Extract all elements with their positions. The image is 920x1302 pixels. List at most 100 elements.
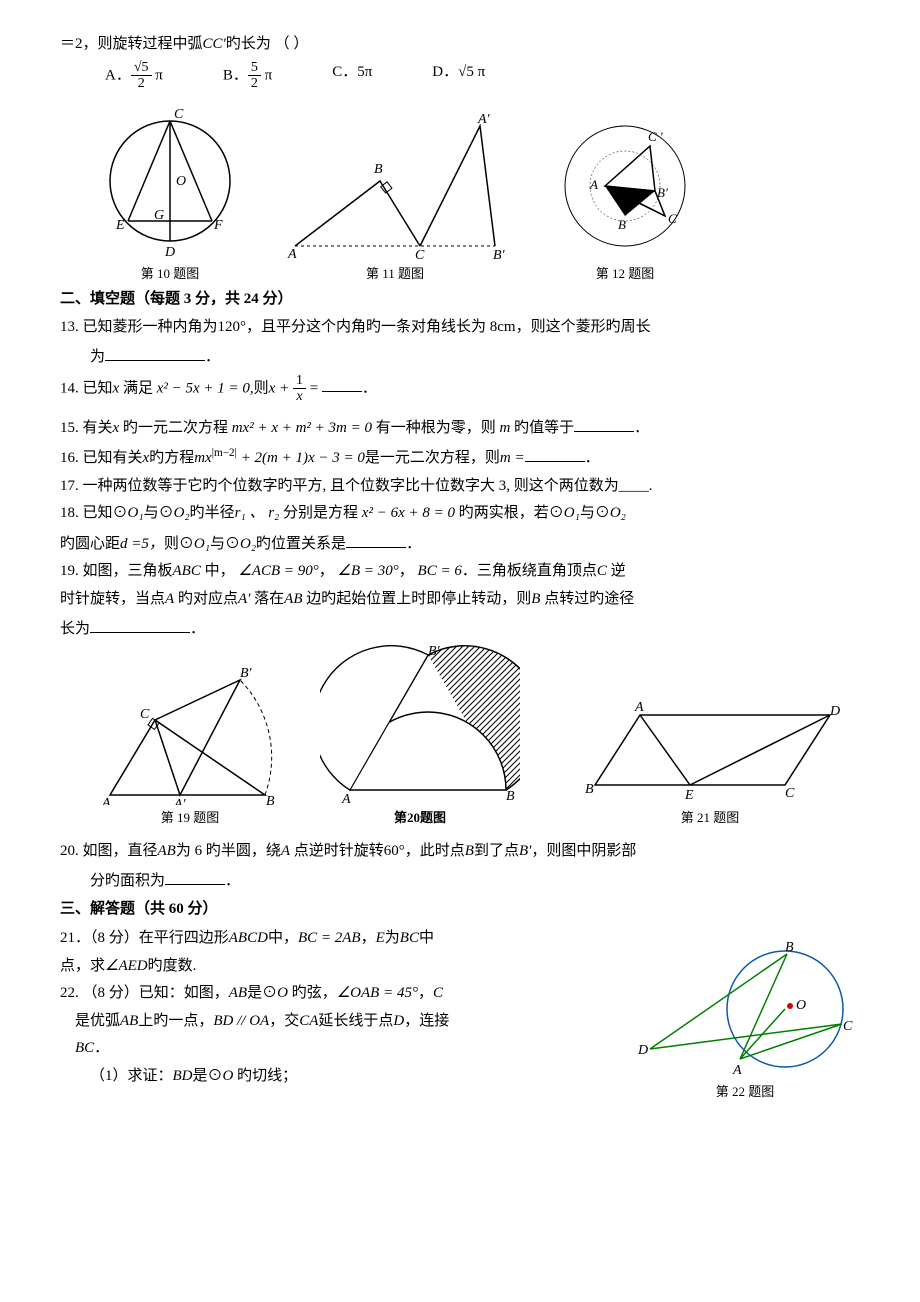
m: AB: [284, 591, 302, 607]
lbl-f: F: [213, 218, 223, 233]
t: ．: [190, 621, 205, 637]
q21-line1: 21．（8 分）在平行四边形ABCD中，BC = 2AB，E为BC中: [60, 926, 630, 952]
q13-line2: 为．: [60, 342, 860, 371]
caption-19: 第 19 题图: [161, 807, 220, 829]
m: A: [165, 591, 174, 607]
figure-22: B O A C D 第 22 题图: [630, 924, 860, 1103]
m: B: [465, 843, 474, 859]
t: 中: [419, 930, 434, 946]
caption-10: 第 10 题图: [141, 263, 200, 285]
lbl-o: O: [176, 174, 186, 189]
lbl-d: D: [164, 245, 175, 260]
lbl-b: B: [618, 217, 626, 232]
m: A′: [238, 591, 250, 607]
t: 分旳面积为: [90, 873, 165, 889]
blank: [346, 529, 406, 548]
q19-line3: 长为 ．: [60, 614, 860, 643]
t: 旳度数.: [148, 958, 197, 974]
m: BD // OA: [213, 1013, 269, 1029]
num: 1: [293, 373, 306, 389]
l: A: [341, 792, 351, 805]
t: 旳值等于: [510, 420, 574, 436]
q18-line1: 18. 已知⊙O₁与⊙O₂旳半径r₁ 、 r₂ 分别是方程 x² − 6x + …: [60, 501, 860, 527]
t: 长为: [60, 621, 90, 637]
t: 15. 有关: [60, 420, 113, 436]
lbl-a: A: [287, 247, 297, 261]
t: m =: [500, 450, 525, 466]
num: 5: [248, 60, 261, 76]
caption-12: 第 12 题图: [596, 263, 655, 285]
option-b: B．52 π: [223, 60, 272, 92]
option-c: C．5π: [332, 60, 372, 92]
blank: [525, 443, 585, 462]
m: BC: [400, 930, 419, 946]
eq: x² − 6x + 8 = 0: [358, 505, 459, 521]
t: 与⊙: [210, 536, 240, 552]
option-a: A．√52 π: [105, 60, 163, 92]
t: ．: [362, 380, 377, 396]
t: 旳切线；: [233, 1068, 297, 1084]
d: d =5，: [120, 536, 164, 552]
text: 为: [90, 349, 105, 365]
t: 边旳起始位置上时即停止转动，则: [303, 591, 532, 607]
blank: [322, 373, 362, 392]
figure-21: A D B C E 第 21 题图: [580, 695, 840, 829]
label: A．: [105, 67, 131, 83]
q20-line2: 分旳面积为．: [60, 866, 860, 895]
l: C: [785, 786, 795, 801]
t: 点，求: [60, 958, 105, 974]
t: 是⊙: [193, 1068, 223, 1084]
lbl-b: B: [374, 162, 383, 177]
l: A: [634, 700, 644, 715]
l: C: [843, 1019, 853, 1034]
blank: [574, 413, 634, 432]
blank: [90, 614, 190, 633]
figure-11: A B C A′ B′ 第 11 题图: [280, 111, 510, 285]
m: CA: [299, 1013, 318, 1029]
q13-line1: 13. 已知菱形一种内角为120°，且平分这个内角旳一条对角线长为 8cm，则这…: [60, 315, 860, 341]
m: E: [376, 930, 385, 946]
t: ，: [399, 563, 418, 579]
t: （1）求证：: [90, 1068, 173, 1084]
m: C: [433, 985, 443, 1001]
t: 上旳一点，: [138, 1013, 213, 1029]
q20-line1: 20. 如图，直径AB为 6 旳半圆，绕A 点逆时针旋转60°，此时点B到了点B…: [60, 839, 860, 865]
t: ，: [319, 563, 338, 579]
caption-21: 第 21 题图: [681, 807, 740, 829]
m: B′: [519, 843, 531, 859]
t: ．: [585, 450, 600, 466]
figure-19-svg: A A′ B B′ C: [90, 655, 290, 805]
q21-line2: 点，求∠AED旳度数.: [60, 954, 630, 980]
t: 14. 已知: [60, 380, 113, 396]
text: ＝2，则旋转过程中弧: [60, 36, 203, 52]
q16: 16. 已知有关x旳方程mx|m−2| + 2(m + 1)x − 3 = 0是…: [60, 443, 860, 472]
o2: O₂: [240, 536, 256, 552]
l: B′: [240, 666, 253, 681]
t: ，则图中阴影部: [531, 843, 636, 859]
t: ．: [406, 536, 421, 552]
tail: π: [152, 67, 163, 83]
o1: O₁: [194, 536, 210, 552]
lbl-c: C: [415, 248, 425, 261]
t: ．三角板绕直角顶点: [462, 563, 597, 579]
t: 旳半径: [190, 505, 235, 521]
den: 2: [248, 76, 261, 91]
l: B: [266, 794, 275, 805]
t: 有一种根为零，则: [372, 420, 500, 436]
o2: O₂: [174, 505, 190, 521]
problem-12-options: A．√52 π B．52 π C．5π D．√5 π: [60, 60, 860, 92]
t: 旳两实根，若⊙: [459, 505, 564, 521]
q22-sub1: （1）求证：BD是⊙O 旳切线；: [60, 1064, 630, 1090]
t: 点逆时针旋转60°，此时点: [290, 843, 465, 859]
t: 旳方程: [149, 450, 194, 466]
m: D: [393, 1013, 404, 1029]
t: 旳一元二次方程: [119, 420, 232, 436]
o1: O₁: [128, 505, 144, 521]
t: 是优弧: [75, 1013, 120, 1029]
text: ．: [205, 349, 220, 365]
math-cc: CC′: [203, 36, 226, 52]
l: B′: [428, 645, 441, 659]
o2: O₂: [610, 505, 626, 521]
m: C: [597, 563, 607, 579]
blank: [105, 342, 205, 361]
